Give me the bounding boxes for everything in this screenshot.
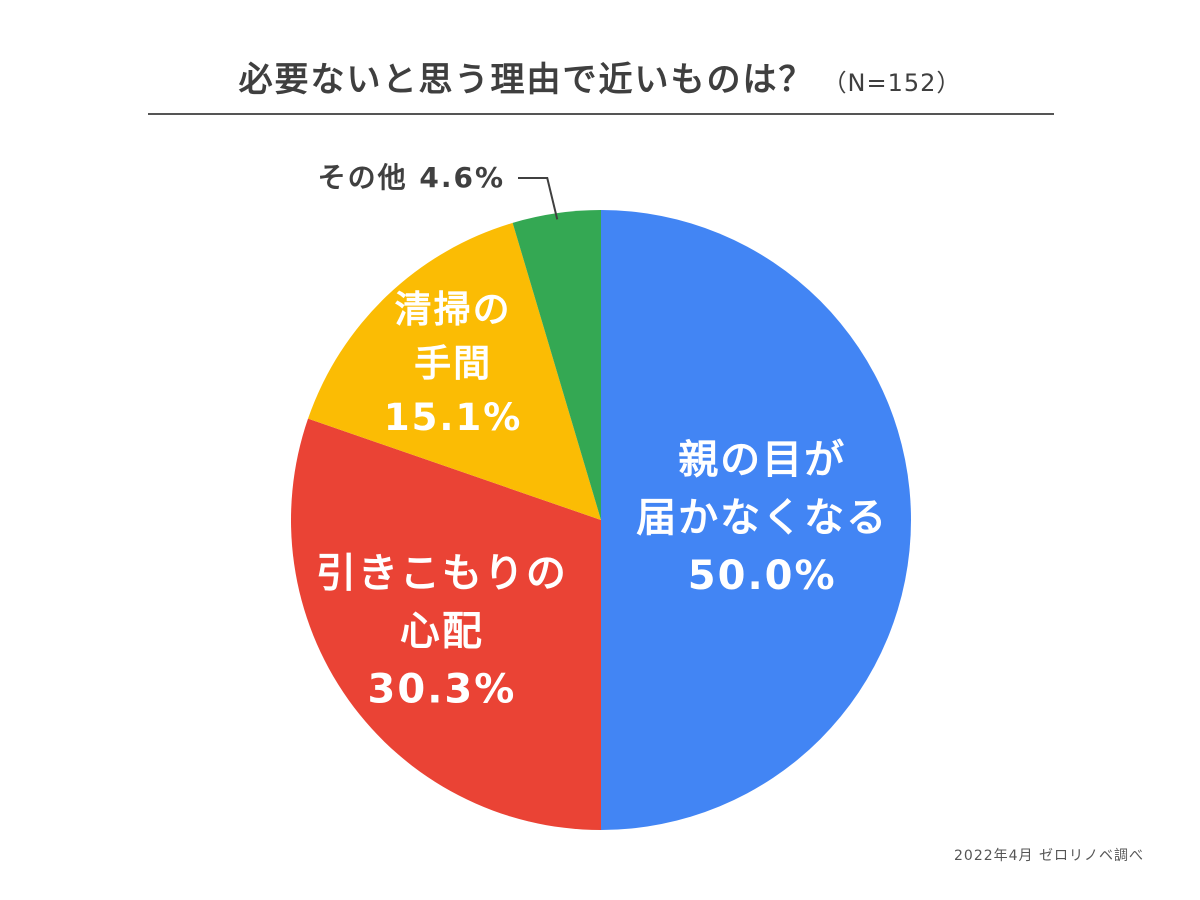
chart-title: 必要ないと思う理由で近いものは？ （N=152） (0, 52, 1200, 101)
slice-callout-label-4: その他 4.6% (318, 161, 505, 194)
pie-slice-3 (308, 222, 601, 520)
slice-value-label-3: 15.1% (384, 396, 522, 439)
slice-name-label-1: 届かなくなる (636, 495, 888, 541)
slice-value-label-1: 50.0% (688, 553, 837, 599)
chart-title-text: 必要ないと思う理由で近いものは？ (238, 60, 815, 100)
source-credit: 2022年4月 ゼロリノベ調べ (954, 848, 1144, 864)
slice-name-label-3: 清掃の (395, 288, 512, 331)
slice-name-label-2: 心配 (400, 608, 484, 654)
sample-size: （N=152） (822, 69, 962, 97)
pie-slice-2 (290, 418, 601, 830)
slice-name-label-2: 引きこもりの (316, 550, 568, 596)
pie-slice-1 (601, 210, 911, 830)
slice-name-label-3: 手間 (414, 342, 492, 385)
title-underline (148, 113, 1054, 115)
slice-name-label-1: 親の目が (678, 437, 846, 483)
callout-leader-line (518, 177, 559, 220)
slice-value-label-2: 30.3% (368, 666, 517, 712)
pie-slice-4 (512, 210, 601, 520)
